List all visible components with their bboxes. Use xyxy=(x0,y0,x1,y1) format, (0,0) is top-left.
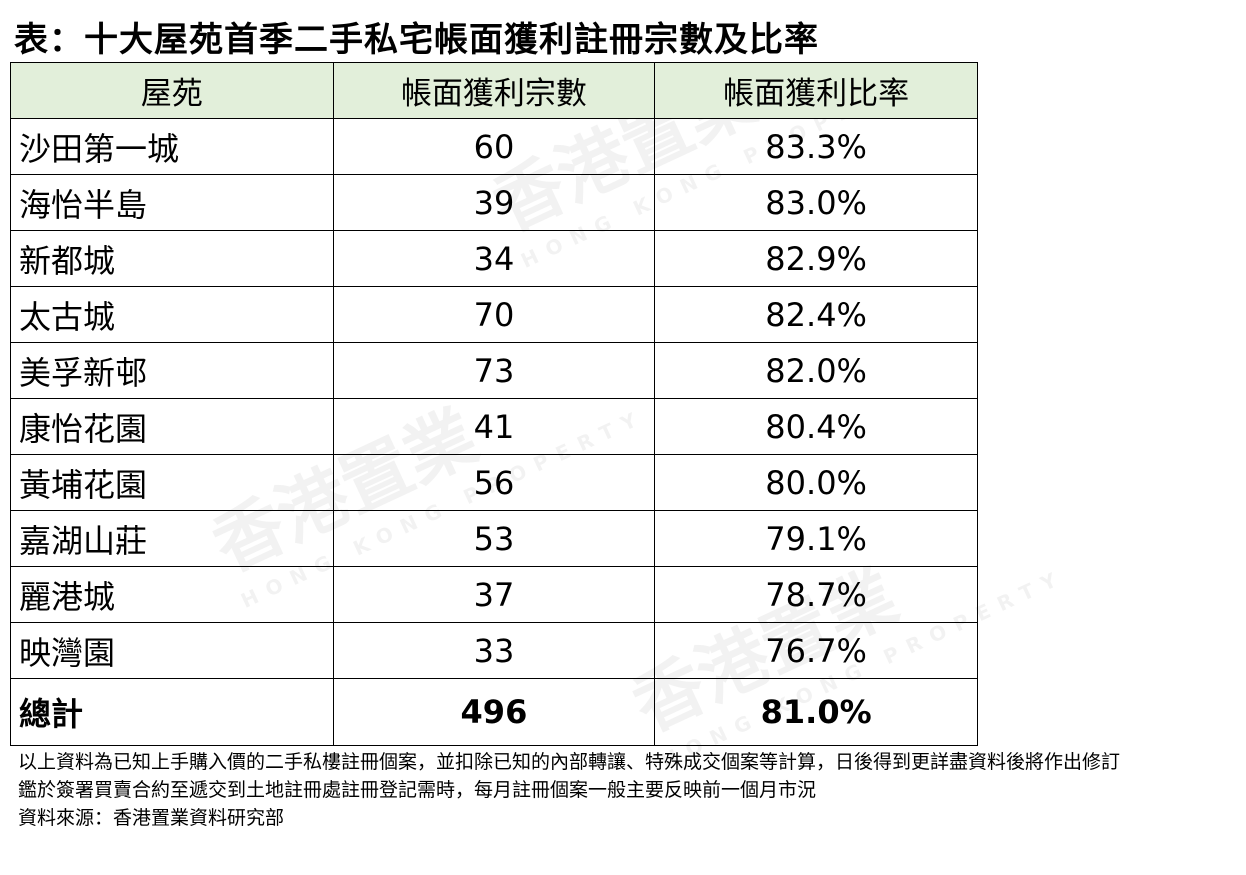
footnote: 鑑於簽署買賣合約至遞交到土地註冊處註冊登記需時，每月註冊個案一般主要反映前一個月… xyxy=(18,779,817,801)
cell-ratio: 78.7% xyxy=(654,566,978,623)
cell-count: 56 xyxy=(332,454,656,511)
page-title: 表：十大屋苑首季二手私宅帳面獲利註冊宗數及比率 xyxy=(14,20,819,60)
table-row: 康怡花園 41 80.4% xyxy=(10,398,978,455)
data-table: 屋苑 帳面獲利宗數 帳面獲利比率 沙田第一城 60 83.3% 海怡半島 39 83.0%… xyxy=(10,62,978,746)
header-row: 屋苑 帳面獲利宗數 帳面獲利比率 xyxy=(10,62,978,119)
cell-count: 37 xyxy=(332,566,656,623)
cell-count: 39 xyxy=(332,174,656,231)
cell-ratio: 76.7% xyxy=(654,622,978,679)
cell-estate: 新都城 xyxy=(10,230,334,287)
total-row: 總計 496 81.0% xyxy=(10,678,978,746)
header-count: 帳面獲利宗數 xyxy=(332,62,656,119)
cell-estate: 美孚新邨 xyxy=(10,342,334,399)
cell-ratio: 83.0% xyxy=(654,174,978,231)
cell-count: 73 xyxy=(332,342,656,399)
footnotes: 以上資料為已知上手購入價的二手私樓註冊個案，並扣除已知的內部轉讓、特殊成交個案等… xyxy=(18,748,1243,832)
cell-ratio: 82.0% xyxy=(654,342,978,399)
cell-count: 33 xyxy=(332,622,656,679)
cell-estate: 黃埔花園 xyxy=(10,454,334,511)
cell-estate: 麗港城 xyxy=(10,566,334,623)
cell-ratio: 82.9% xyxy=(654,230,978,287)
cell-ratio: 81.0% xyxy=(654,678,978,746)
cell-count: 41 xyxy=(332,398,656,455)
header-estate: 屋苑 xyxy=(10,62,334,119)
cell-count: 34 xyxy=(332,230,656,287)
cell-ratio: 79.1% xyxy=(654,510,978,567)
table-row: 美孚新邨 73 82.0% xyxy=(10,342,978,399)
cell-ratio: 80.0% xyxy=(654,454,978,511)
cell-estate: 映灣園 xyxy=(10,622,334,679)
cell-count: 496 xyxy=(332,678,656,746)
cell-count: 60 xyxy=(332,118,656,175)
table-row: 映灣園 33 76.7% xyxy=(10,622,978,679)
footnote: 以上資料為已知上手購入價的二手私樓註冊個案，並扣除已知的內部轉讓、特殊成交個案等… xyxy=(18,751,1121,773)
table-row: 沙田第一城 60 83.3% xyxy=(10,118,978,175)
cell-ratio: 82.4% xyxy=(654,286,978,343)
cell-estate: 總計 xyxy=(10,678,334,746)
header-ratio: 帳面獲利比率 xyxy=(654,62,978,119)
cell-estate: 康怡花園 xyxy=(10,398,334,455)
table-row: 太古城 70 82.4% xyxy=(10,286,978,343)
cell-ratio: 83.3% xyxy=(654,118,978,175)
table-row: 嘉湖山莊 53 79.1% xyxy=(10,510,978,567)
table-row: 海怡半島 39 83.0% xyxy=(10,174,978,231)
cell-count: 53 xyxy=(332,510,656,567)
cell-estate: 太古城 xyxy=(10,286,334,343)
cell-estate: 嘉湖山莊 xyxy=(10,510,334,567)
cell-estate: 沙田第一城 xyxy=(10,118,334,175)
table-row: 麗港城 37 78.7% xyxy=(10,566,978,623)
cell-estate: 海怡半島 xyxy=(10,174,334,231)
table-row: 新都城 34 82.9% xyxy=(10,230,978,287)
cell-count: 70 xyxy=(332,286,656,343)
source-note: 資料來源：香港置業資料研究部 xyxy=(18,807,285,829)
cell-ratio: 80.4% xyxy=(654,398,978,455)
table-row: 黃埔花園 56 80.0% xyxy=(10,454,978,511)
